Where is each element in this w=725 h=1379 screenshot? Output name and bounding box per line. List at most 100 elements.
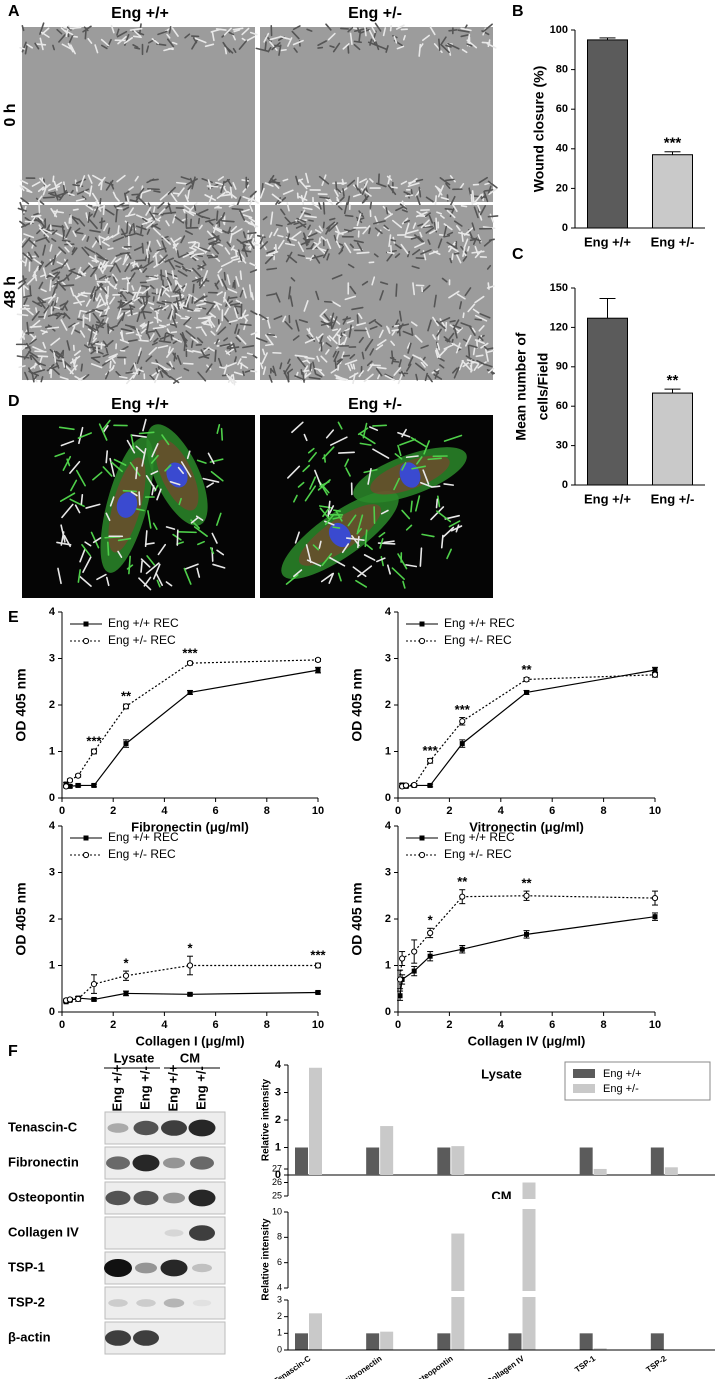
- cell: [399, 203, 408, 210]
- cell: [79, 548, 86, 563]
- cell: [405, 564, 418, 568]
- cell: [128, 186, 134, 191]
- cell: [154, 252, 158, 267]
- bar: [593, 1348, 607, 1350]
- significance: *: [187, 941, 193, 956]
- cell: [396, 45, 405, 50]
- cell: [78, 218, 86, 227]
- cell: [136, 311, 141, 323]
- cell: [126, 276, 130, 285]
- cell: [180, 461, 192, 478]
- column-header: Eng +/-: [348, 5, 402, 22]
- y-axis-label: OD 405 nm: [13, 882, 29, 955]
- cell: [482, 23, 493, 33]
- cell: [420, 481, 433, 488]
- cell: [319, 334, 324, 344]
- cell: [440, 43, 450, 54]
- y-tick-label: 1: [385, 745, 391, 757]
- cell: [323, 313, 331, 322]
- cell: [22, 284, 26, 298]
- cell: [105, 450, 109, 464]
- significance: **: [521, 662, 532, 677]
- cell: [445, 182, 451, 189]
- cell: [349, 243, 355, 249]
- cell: [305, 172, 310, 184]
- cell: [33, 258, 42, 265]
- cell: [184, 295, 191, 308]
- cell: [89, 229, 101, 233]
- cell: [164, 464, 172, 472]
- y-tick-label: 3: [275, 1086, 281, 1098]
- cell: [111, 364, 115, 371]
- cell: [142, 418, 147, 432]
- cell: [349, 32, 353, 46]
- cell: [196, 567, 201, 578]
- cell: [203, 300, 216, 305]
- cell: [397, 553, 408, 570]
- cell: [210, 330, 216, 336]
- cell: [203, 346, 210, 353]
- cell: [402, 330, 414, 336]
- cell: [60, 440, 75, 447]
- marker: [396, 976, 404, 983]
- cell: [150, 223, 158, 228]
- cell: [323, 300, 333, 303]
- cell: [47, 293, 57, 304]
- significance: **: [457, 874, 468, 889]
- cell: [403, 354, 411, 360]
- cell: [42, 229, 48, 233]
- blot-strip: [104, 1216, 226, 1250]
- cell: [385, 45, 389, 53]
- significance: ***: [86, 734, 102, 749]
- y-tick-label: 4: [277, 1282, 282, 1292]
- cell: [416, 195, 421, 206]
- cell: [197, 254, 204, 258]
- cell: [335, 240, 341, 249]
- cell: [211, 532, 218, 544]
- cell: [62, 272, 72, 282]
- cell: [92, 337, 98, 343]
- cell: [166, 38, 175, 48]
- cell: [158, 324, 167, 328]
- cell: [136, 351, 142, 365]
- marker: [427, 757, 434, 764]
- cell: [425, 196, 434, 203]
- cell: [412, 248, 421, 256]
- cell: [75, 469, 86, 487]
- cell: [161, 285, 170, 292]
- cell: [95, 342, 106, 346]
- cell: [19, 220, 27, 227]
- cell: [367, 41, 377, 46]
- cell: [292, 39, 304, 46]
- cell: [109, 496, 115, 507]
- cell: [468, 344, 478, 349]
- cell: [145, 45, 150, 53]
- cell: [74, 375, 83, 381]
- cell: [371, 276, 376, 286]
- cell: [66, 241, 73, 248]
- cell: [213, 302, 219, 309]
- cell: [372, 424, 388, 427]
- cell: [414, 242, 425, 249]
- cell: [202, 477, 220, 483]
- cell: [428, 214, 434, 224]
- significance: *: [428, 913, 434, 928]
- legend-swatch: [573, 1084, 595, 1093]
- cell: [391, 330, 396, 336]
- cell: [48, 191, 55, 195]
- cell: [76, 188, 90, 195]
- cell: [171, 270, 175, 279]
- cell: [53, 279, 64, 286]
- cell: [146, 220, 155, 229]
- cell: [142, 217, 148, 223]
- cell: [139, 322, 146, 327]
- cell: [185, 230, 194, 235]
- cell: [80, 363, 84, 372]
- cell: [294, 375, 306, 381]
- cell: [153, 316, 162, 322]
- cell: [293, 222, 299, 226]
- cell: [386, 564, 391, 575]
- x-tick-label: TSP-1: [573, 1354, 597, 1375]
- panel-label: C: [512, 246, 524, 263]
- cell: [234, 305, 243, 308]
